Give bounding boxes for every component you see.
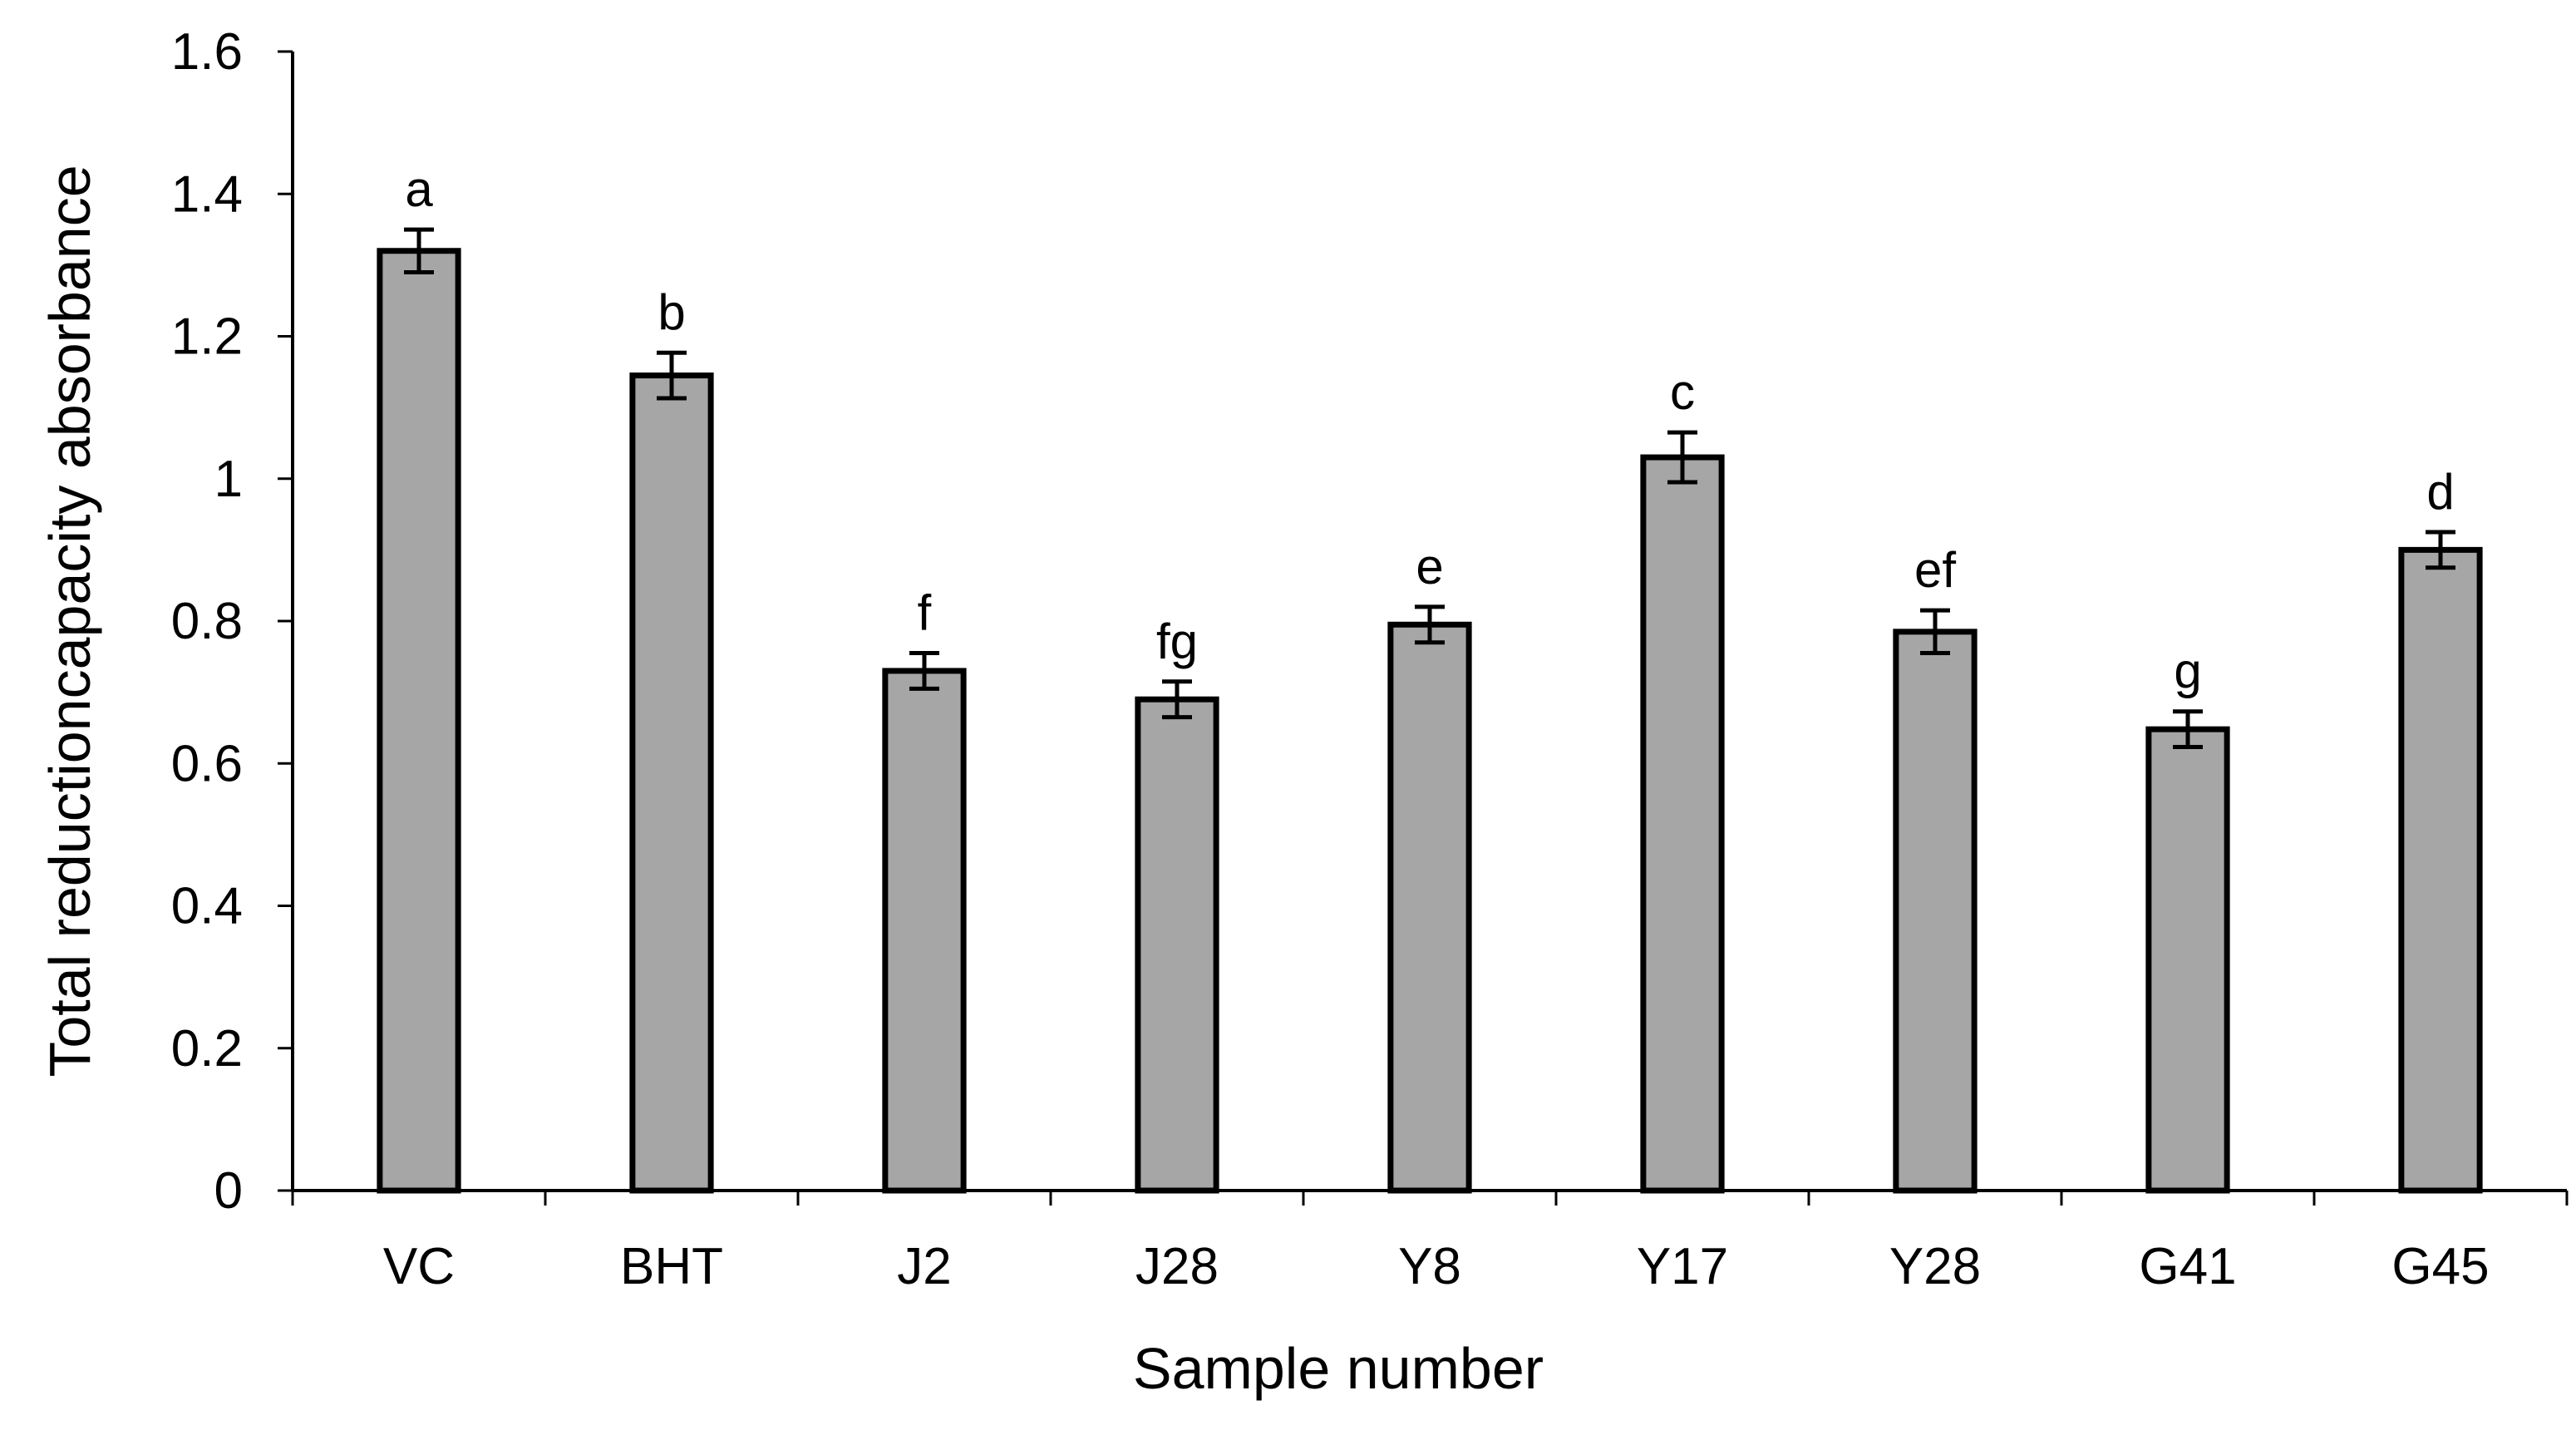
x-tick-label: J2: [897, 1238, 951, 1295]
y-tick-label: 1: [214, 451, 243, 508]
x-tick-label: G41: [2139, 1238, 2236, 1295]
y-tick-label: 0.4: [171, 878, 243, 935]
x-tick-label: VC: [383, 1238, 455, 1295]
y-tick-label: 0.8: [171, 593, 243, 650]
bar-j2: [882, 668, 967, 1194]
x-axis: VC BHT J2 J28 Y8 Y17 Y28 G41 G45: [291, 1189, 2569, 1295]
significance-label: f: [918, 585, 932, 641]
bar-j28: [1135, 696, 1219, 1194]
significance-label: b: [658, 284, 685, 340]
y-tick-label: 0: [214, 1162, 243, 1220]
x-axis-title: Sample number: [1133, 1336, 1544, 1401]
y-tick-label: 1.2: [171, 308, 243, 366]
y-tick-label: 0.2: [171, 1020, 243, 1077]
x-tick-label: Y28: [1889, 1238, 1981, 1295]
y-axis: 0 0.2 0.4 0.6 0.8 1 1.2 1.4 1.6: [171, 23, 294, 1220]
y-tick-label: 1.6: [171, 23, 243, 81]
x-tick-label: BHT: [620, 1238, 723, 1295]
bar-g41: [2145, 726, 2230, 1194]
x-tick-label: J28: [1135, 1238, 1219, 1295]
bar-vc: [377, 248, 461, 1194]
bar-y28: [1893, 629, 1978, 1194]
significance-label: e: [1416, 539, 1443, 594]
significance-label: g: [2174, 644, 2201, 699]
x-tick-label: G45: [2391, 1238, 2489, 1295]
x-tick-label: Y17: [1637, 1238, 1728, 1295]
bar-bht: [629, 372, 714, 1194]
y-tick-label: 0.6: [171, 735, 243, 792]
bars: a b f fg e c ef g d: [377, 161, 2483, 1194]
significance-label: ef: [1914, 542, 1956, 598]
significance-label: a: [405, 161, 433, 217]
bar-g45: [2398, 546, 2483, 1194]
bar-y8: [1387, 621, 1472, 1194]
significance-label: c: [1670, 364, 1695, 420]
significance-label: fg: [1156, 614, 1198, 669]
x-tick-label: Y8: [1398, 1238, 1461, 1295]
bar-y17: [1640, 454, 1725, 1194]
y-tick-label: 1.4: [171, 165, 243, 223]
y-axis-title: Total reductioncapacity absorbance: [37, 165, 102, 1077]
significance-label: d: [2426, 464, 2454, 520]
